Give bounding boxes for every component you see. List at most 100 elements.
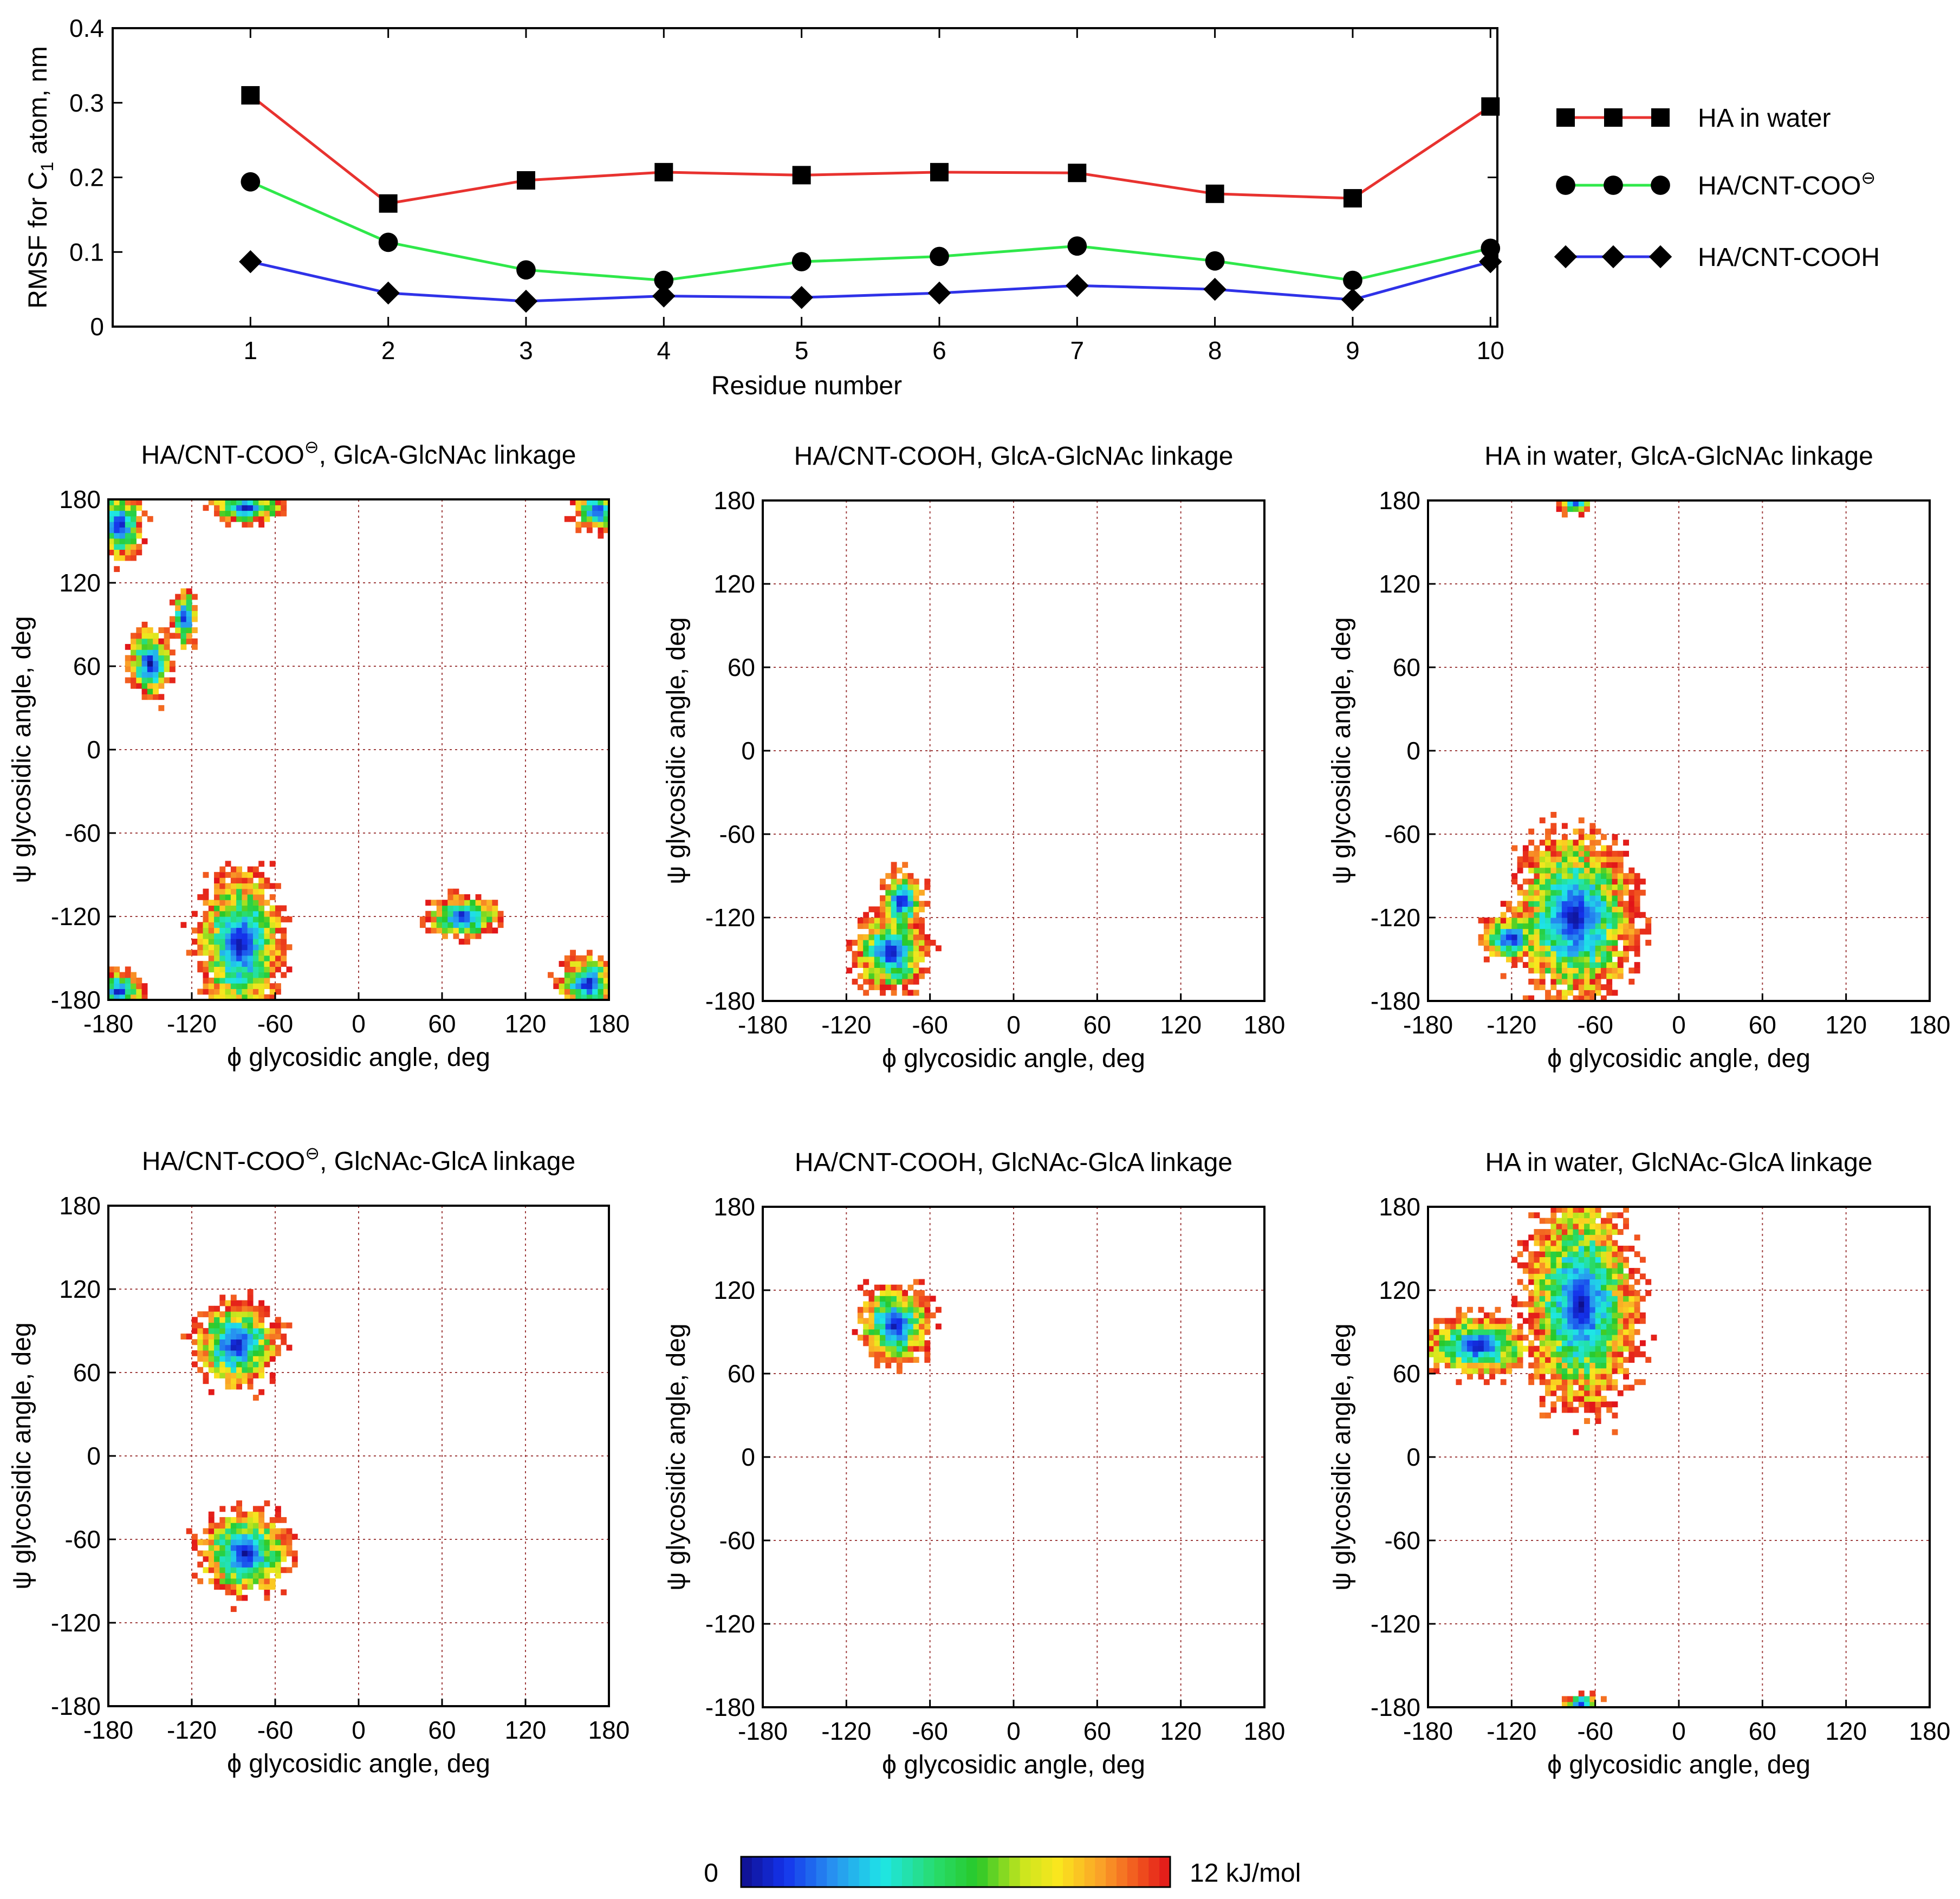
heatmap-cell [252, 916, 259, 922]
heatmap-cell [1600, 1312, 1607, 1318]
heatmap-cell [1567, 879, 1574, 885]
heatmap-cell [1561, 1401, 1568, 1408]
heatmap-cell [1556, 1229, 1562, 1235]
heatmap-cell [180, 599, 187, 606]
heatmap-cell [1528, 1279, 1535, 1285]
heatmap-cell [219, 1322, 226, 1329]
heatmap-cell [1623, 1384, 1629, 1391]
heatmap-cell [1612, 990, 1618, 996]
heatmap-cell [1623, 840, 1629, 846]
heatmap-cell [1606, 984, 1613, 991]
rmsf-xlabel: Residue number [711, 372, 902, 400]
heatmap-cell [153, 643, 159, 650]
heatmap-cell [891, 1335, 897, 1341]
heatmap-cell [1539, 895, 1546, 901]
heatmap-cell [252, 988, 259, 995]
heatmap-cell [598, 994, 604, 1000]
rmsf-ytick-label: 0.2 [69, 164, 104, 192]
heatmap-cell [236, 950, 242, 956]
heatmap-cell [896, 967, 903, 974]
rmsf-data-point [930, 246, 949, 266]
heatmap-cell [158, 655, 165, 661]
heatmap-cell [252, 883, 259, 889]
heatmap-cell [1573, 1245, 1579, 1252]
heatmap-cell [197, 922, 204, 928]
heatmap-cell [286, 1539, 293, 1545]
heatmap-cell [1578, 1245, 1585, 1252]
heatmap-cell [219, 922, 226, 928]
heatmap-cell [131, 672, 137, 678]
heatmap-cell [108, 532, 114, 539]
heatmap-cell [564, 994, 570, 1000]
heatmap-cell [275, 1556, 281, 1562]
heatmap-cell [119, 988, 126, 995]
heatmap-cell [1573, 1357, 1579, 1363]
heatmap-cell [1584, 1368, 1590, 1374]
heatmap-cell [1639, 1318, 1646, 1324]
heatmap-cell [197, 939, 204, 945]
heatmap-cell [219, 1578, 226, 1584]
heatmap-cell [252, 1305, 259, 1312]
heatmap-cell [264, 955, 270, 961]
heatmap-cell [1522, 1318, 1529, 1324]
heatmap-cell [114, 522, 120, 528]
heatmap-cell [258, 1311, 265, 1317]
heatmap-cell [192, 1339, 198, 1345]
heatmap-cell [192, 605, 198, 611]
heatmap-cell [247, 1378, 254, 1384]
xtick-label: 0 [1007, 1717, 1021, 1745]
heatmap-cell [242, 1311, 248, 1317]
heatmap-cell [136, 638, 142, 645]
heatmap-cell [264, 1545, 270, 1551]
heatmap-cell [868, 928, 875, 935]
heatmap-cell [880, 973, 886, 979]
heatmap-cell [857, 940, 864, 946]
heatmap-cell [1606, 1335, 1613, 1341]
heatmap-cell [1578, 901, 1585, 907]
heatmap-cell [902, 978, 908, 985]
heatmap-cell [230, 1295, 237, 1301]
heatmap-cell [1561, 990, 1568, 996]
heatmap-cell [1478, 1345, 1484, 1352]
heatmap-cell [1534, 978, 1540, 985]
heatmap-cell [1595, 1351, 1601, 1357]
heatmap-cell [1545, 1240, 1551, 1246]
heatmap-cell [1589, 1267, 1596, 1274]
heatmap-cell [114, 988, 120, 995]
heatmap-cell [1595, 1251, 1601, 1257]
heatmap-cell [447, 911, 454, 917]
heatmap-cell [203, 939, 209, 945]
heatmap-cell [1606, 918, 1613, 924]
heatmap-cell [885, 967, 892, 974]
heatmap-cell [1561, 879, 1568, 885]
heatmap-cell [242, 1317, 248, 1323]
heatmap-cell [1444, 1345, 1451, 1352]
heatmap-cell [1500, 1379, 1507, 1386]
heatmap-cell [896, 962, 903, 968]
heatmap-cell [1589, 1251, 1596, 1257]
heatmap-cell [1483, 1340, 1490, 1347]
heatmap-cell [291, 1550, 298, 1557]
heatmap-cell [252, 966, 259, 973]
rmsf-xtick-label: 3 [519, 336, 533, 365]
heatmap-cell [1522, 1267, 1529, 1274]
heatmap-cell [1584, 1301, 1590, 1308]
heatmap-cell [902, 873, 908, 879]
heatmap-cell [1634, 945, 1640, 952]
heatmap-cell [924, 1357, 931, 1363]
heatmap-cell [880, 1290, 886, 1296]
heatmap-cell [419, 922, 426, 928]
heatmap-cell [1528, 828, 1535, 835]
heatmap-cell [275, 510, 281, 517]
heatmap-cell [286, 944, 293, 951]
heatmap-cell [1489, 1357, 1496, 1363]
heatmap-cell [153, 655, 159, 661]
heatmap-cell [1567, 912, 1574, 918]
heatmap-cell [1528, 1262, 1535, 1269]
heatmap-cell [1567, 951, 1574, 957]
heatmap-cell [891, 951, 897, 957]
heatmap-cell [575, 505, 582, 511]
heatmap-cell [1545, 1351, 1551, 1357]
heatmap-cell [919, 1301, 925, 1308]
heatmap-cell [453, 933, 459, 939]
